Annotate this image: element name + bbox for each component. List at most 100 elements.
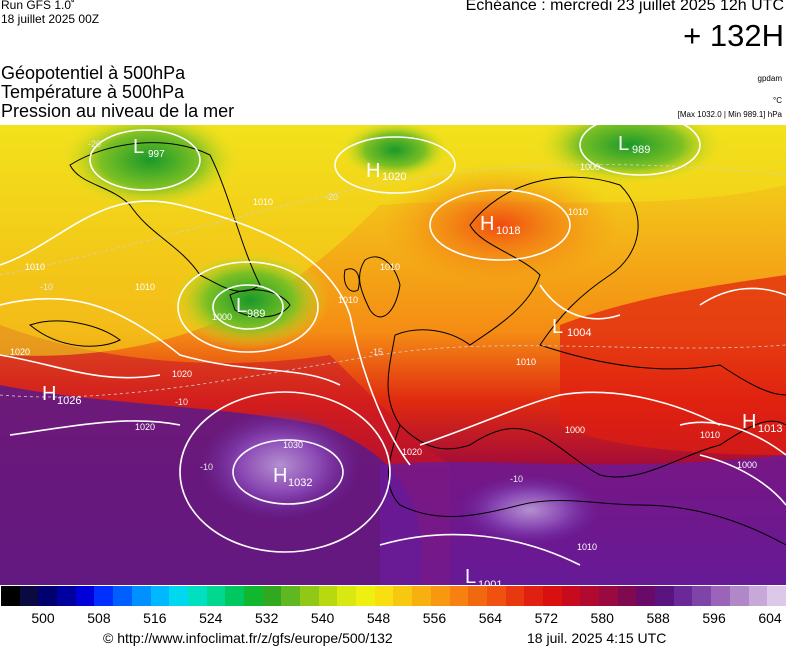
copyright-link[interactable]: © http://www.infoclimat.fr/z/gfs/europe/… [103,630,393,646]
colorbar-swatch [468,586,487,606]
colorbar-tick-label: 564 [478,610,503,626]
svg-text:1030: 1030 [283,440,303,450]
svg-text:L: L [465,566,476,585]
colorbar-swatch [711,586,730,606]
svg-text:1020: 1020 [382,171,406,183]
svg-text:1010: 1010 [516,357,536,367]
colorbar-swatch [206,586,226,606]
colorbar-tick-label: 524 [199,610,223,626]
svg-text:1000: 1000 [737,460,757,470]
colorbar-swatch [505,586,525,606]
svg-text:L: L [236,295,247,317]
colorbar-swatch [561,586,581,606]
svg-text:-10: -10 [510,474,523,484]
svg-text:1020: 1020 [135,422,155,432]
svg-text:1010: 1010 [338,295,358,305]
colorbar-swatch [636,586,656,606]
colorbar-swatch [1,586,20,606]
purple-blob-azores [200,410,360,520]
svg-text:H: H [742,411,756,433]
low-center: L 1001 [465,566,502,585]
svg-text:1010: 1010 [253,197,273,207]
svg-text:1004: 1004 [567,327,591,339]
colorbar-swatch [673,586,693,606]
svg-text:L: L [552,316,563,338]
high-center: H 1026 [42,383,81,407]
high-center: H 1018 [480,213,520,237]
svg-text:1020: 1020 [172,369,192,379]
colorbar-swatch [243,586,263,606]
green-blob-iceland [170,250,330,350]
colorbar-swatch [94,586,114,606]
svg-text:1020: 1020 [402,447,422,457]
run-label: Run GFS 1.0˚ [1,0,76,12]
temperature-labels: -20 -20 -10 -15 -10 -10 -10 [40,139,523,484]
colorbar-swatch [617,586,637,606]
colorbar-ticks: 500 508 516 524 532 540 548 556 564 572 580 588 596 6… [0,610,786,630]
svg-text:H: H [42,383,56,405]
colorbar-swatch [187,586,207,606]
colorbar-swatch [655,586,674,606]
colorbar-tick-label: 572 [534,610,558,626]
svg-text:H: H [366,160,380,182]
svg-text:-20: -20 [88,139,101,149]
colorbar-swatch [449,586,469,606]
colorbar-swatch [113,586,132,606]
pressure-centers: L 997 H 1020 L 989 H 1018 L 989 L 1004 H 1026 H… [42,133,782,585]
isotherms [0,164,786,398]
colorbar-swatch [748,586,768,606]
svg-text:997: 997 [148,149,165,160]
weather-map[interactable]: L 997 H 1020 L 989 H 1018 L 989 L 1004 H 1026 H… [0,125,786,585]
green-blob-norway [340,125,450,180]
colorbar-tick-label: 532 [255,610,279,626]
colorbar-swatch [337,586,357,606]
svg-text:L: L [133,136,144,158]
isobars [0,125,786,566]
colorbar-swatch [412,586,431,606]
colorbar-tick-label: 588 [646,610,670,626]
colorbar-swatch [300,586,319,606]
colorbar-swatch [75,586,95,606]
colorbar-swatch [38,586,58,606]
svg-text:1018: 1018 [496,225,520,237]
svg-text:H: H [273,465,287,487]
colorbar-swatch [486,586,506,606]
colorbar-swatch [692,586,712,606]
low-center: L 989 [236,295,265,320]
colorbar-swatch [150,586,170,606]
purple-blob-north-africa [460,475,600,545]
colorbar-tick-label: 580 [590,610,614,626]
svg-text:-20: -20 [325,192,338,202]
colorbar-swatch [542,586,562,606]
svg-text:989: 989 [247,308,265,320]
coastlines [28,142,786,546]
colorbar-tick-label: 508 [87,610,111,626]
run-date: 18 juillet 2025 00Z [1,12,100,26]
svg-text:1013: 1013 [758,423,782,435]
low-center: L 997 [133,136,165,160]
svg-text:1026: 1026 [57,395,81,407]
isobar-labels: 1010 1010 1010 1000 1000 1010 1020 1020 … [10,162,757,552]
low-center: L 1004 [552,316,591,339]
svg-text:-10: -10 [40,282,53,292]
high-center: H 1013 [742,411,782,435]
svg-text:1020: 1020 [10,347,30,357]
svg-text:1000: 1000 [565,425,585,435]
svg-text:1010: 1010 [380,262,400,272]
colorbar-swatch [430,586,450,606]
orange-blob-scandinavia [380,165,620,285]
colorbar-swatch [393,586,413,606]
svg-text:989: 989 [632,144,650,156]
colorbar-tick-label: 604 [758,610,782,626]
colorbar-tick-label: 500 [31,610,55,626]
unit-geopotential: gpdam [757,74,782,83]
svg-text:1010: 1010 [568,207,588,217]
svg-text:-10: -10 [200,462,213,472]
svg-text:L: L [618,133,629,155]
svg-text:-10: -10 [175,397,188,407]
unit-pressure: [Max 1032.0 | Min 989.1] hPa [677,110,782,119]
colorbar-tick-label: 540 [310,610,335,626]
colorbar-swatch [599,586,618,606]
colorbar-swatch [374,586,394,606]
colorbar-swatch [767,586,786,606]
